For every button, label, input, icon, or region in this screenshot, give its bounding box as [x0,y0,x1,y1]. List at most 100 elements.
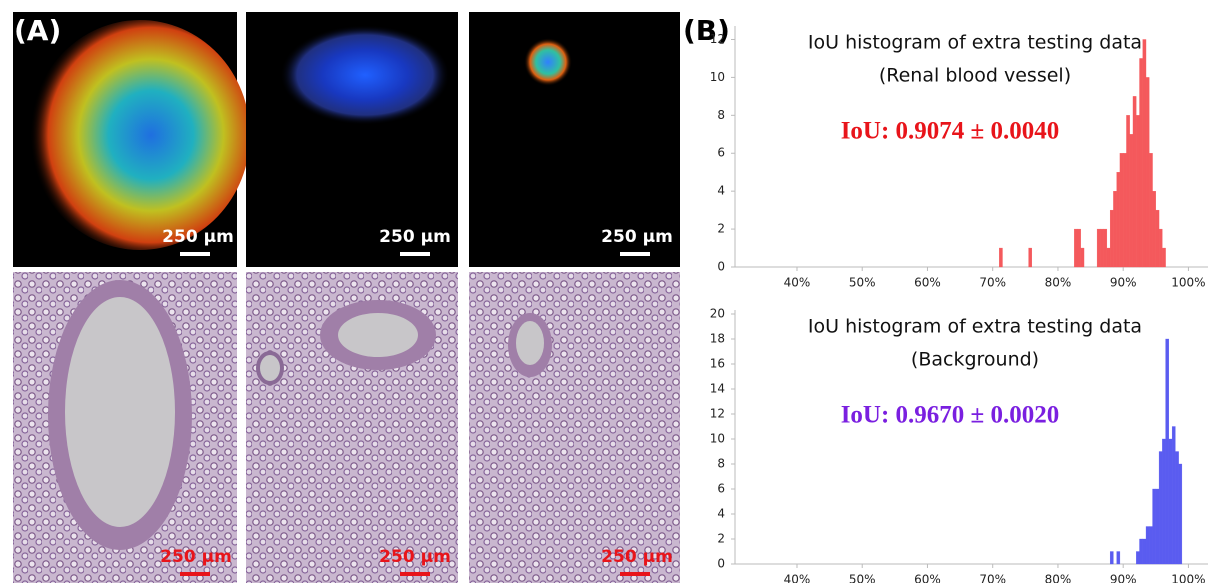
x-tick-label: 60% [914,276,941,290]
y-tick-label: 18 [710,332,725,346]
y-tick-label: 16 [710,357,725,371]
bar [1171,426,1176,565]
bar [1136,115,1140,268]
y-tick-label: 0 [717,557,725,571]
bar [1155,488,1160,565]
bar [1168,438,1173,565]
y-tick-label: 6 [717,482,725,496]
oct-signal [524,38,572,86]
y-tick-label: 14 [710,382,725,396]
bar [1126,115,1130,268]
scale-bar [180,252,210,256]
scale-bar [400,572,430,576]
bar [1142,538,1147,565]
bar [1139,538,1143,565]
y-tick-label: 8 [717,108,725,122]
bar [1158,228,1163,268]
bar [1116,172,1121,268]
x-tick-label: 80% [1045,276,1072,290]
x-tick-label: 50% [849,276,876,290]
y-tick-label: 6 [717,146,725,160]
bar [1103,228,1108,268]
scale-bar-label: 250 µm [601,227,673,247]
bar [1077,228,1081,268]
y-tick-label: 12 [710,407,725,421]
x-tick-label: 70% [979,276,1006,290]
bar [1178,463,1183,565]
y-tick-label: 10 [710,432,725,446]
bar [1074,228,1078,268]
bar [1149,526,1153,565]
bar [1145,77,1150,268]
chart-title: IoU histogram of extra testing data [808,32,1142,54]
y-tick-label: 2 [717,532,725,546]
bar [1123,153,1127,268]
bar [1129,134,1134,268]
bar [1145,526,1150,565]
y-tick-label: 4 [717,184,725,198]
scale-bar-label: 250 µm [160,547,232,567]
x-tick-label: 40% [784,276,811,290]
bar [1152,488,1156,565]
bar [1132,96,1137,268]
scale-bar-label: 250 µm [162,227,234,247]
x-tick-label: 90% [1110,276,1137,290]
bar [1158,451,1163,565]
y-tick-label: 12 [710,32,725,46]
scale-bar [180,572,210,576]
scale-bar-label: 250 µm [379,227,451,247]
x-tick-label: 80% [1045,573,1072,583]
x-tick-label: 70% [979,573,1006,583]
y-tick-label: 2 [717,222,725,236]
scale-bar-label: 250 µm [601,547,673,567]
panel-label: (B) [683,14,730,47]
bar [1116,551,1121,565]
scale-bar [620,572,650,576]
x-tick-label: 100% [1171,573,1205,583]
oct-signal [30,20,250,250]
bar [1165,338,1170,565]
y-tick-label: 4 [717,507,725,521]
bar [1162,247,1166,268]
x-tick-label: 90% [1110,573,1137,583]
bar [1028,247,1032,268]
bar [1139,58,1143,268]
oct-signal [280,25,450,125]
annotation: IoU: 0.9074 ± 0.0040 [841,118,1060,145]
scale-bar [400,252,430,256]
bar [1106,247,1111,268]
chart-subtitle: (Renal blood vessel) [879,65,1071,87]
vessel-lumen [65,297,175,527]
bar [1109,551,1114,565]
bar [1175,451,1179,565]
bar [1136,551,1140,565]
oct-image [469,12,680,267]
x-tick-label: 100% [1171,276,1205,290]
chart-subtitle: (Background) [911,349,1039,371]
bar [1100,228,1104,268]
bar [1119,153,1124,268]
x-tick-label: 50% [849,573,876,583]
panel-label: (A) [14,14,61,47]
vessel-lumen [516,321,544,365]
bar [1113,191,1117,268]
x-tick-label: 40% [784,573,811,583]
bar [1096,228,1101,268]
bar [1155,209,1160,268]
y-tick-label: 10 [710,70,725,84]
bar [1109,209,1114,268]
y-tick-label: 0 [717,260,725,274]
bar [999,247,1003,268]
bar [1162,438,1166,565]
vessel-lumen [338,313,418,357]
bar [1152,191,1156,268]
bar [1142,39,1147,268]
histology-image [469,272,680,583]
x-tick-label: 60% [914,573,941,583]
annotation: IoU: 0.9670 ± 0.0020 [841,402,1060,429]
chart-title: IoU histogram of extra testing data [808,316,1142,338]
y-tick-label: 8 [717,457,725,471]
bar [1149,153,1153,268]
scale-bar-label: 250 µm [379,547,451,567]
